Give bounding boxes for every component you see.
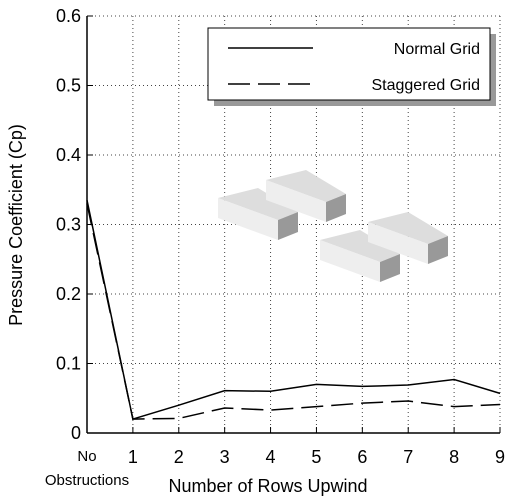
legend-box — [207, 27, 491, 101]
x-tick-label: 7 — [403, 447, 413, 467]
x-tick-label: 3 — [220, 447, 230, 467]
block-illustration — [218, 170, 448, 282]
x-tick-label: 5 — [311, 447, 321, 467]
y-tick-label: 0.5 — [56, 76, 81, 96]
x-tick-label: 1 — [128, 447, 138, 467]
x-tick-label: 6 — [357, 447, 367, 467]
y-tick-label: 0.1 — [56, 354, 81, 374]
x-tick-label: No Obstructions — [44, 448, 130, 489]
x-tick-label: 8 — [449, 447, 459, 467]
x-tick-label: 4 — [266, 447, 276, 467]
y-tick-label: 0.4 — [56, 145, 81, 165]
x-axis-label: Number of Rows Upwind — [168, 476, 367, 496]
y-tick-label: 0.3 — [56, 215, 81, 235]
block — [266, 170, 346, 222]
block — [320, 230, 400, 282]
x-tick-label: 2 — [174, 447, 184, 467]
y-tick-label: 0.6 — [56, 6, 81, 26]
y-tick-label: 0.2 — [56, 284, 81, 304]
block — [218, 188, 298, 240]
series-line — [86, 203, 501, 420]
y-axis-label: Pressure Coefficient (Cp) — [6, 124, 26, 326]
series-line — [86, 200, 501, 421]
legend-label: Staggered Grid — [371, 77, 480, 94]
y-tick-label: 0 — [71, 423, 81, 443]
x-tick-label: 9 — [495, 447, 505, 467]
legend-label: Normal Grid — [394, 41, 480, 58]
block — [368, 212, 448, 264]
